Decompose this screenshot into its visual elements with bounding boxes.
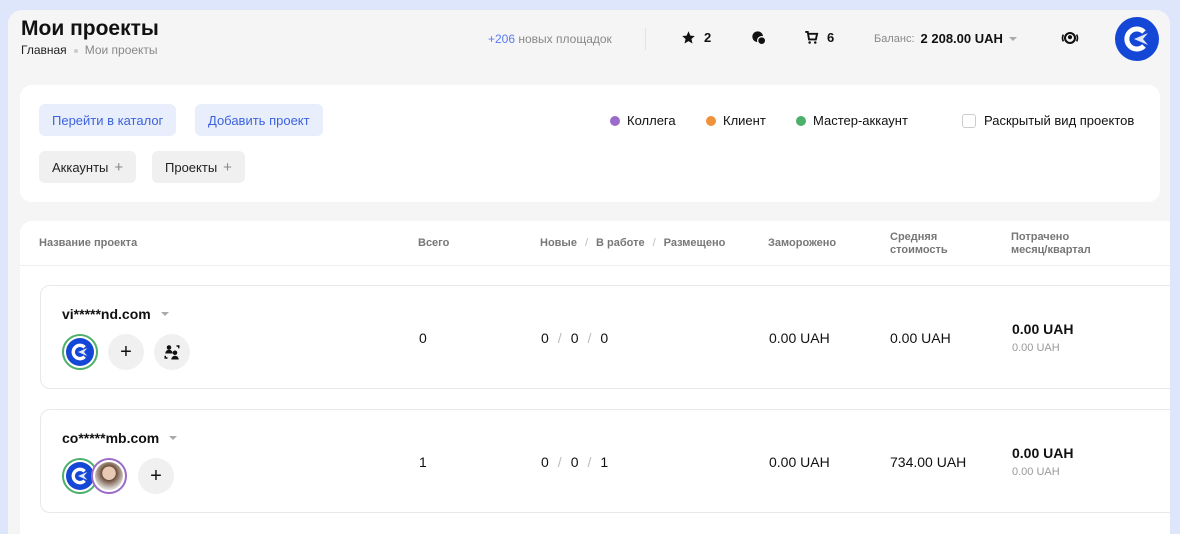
chevron-down-icon xyxy=(169,436,178,440)
add-member-button[interactable]: + xyxy=(108,334,144,370)
user-swap-icon xyxy=(164,345,180,360)
add-project-button[interactable]: Добавить проект xyxy=(195,104,323,136)
divider xyxy=(20,265,1170,266)
projects-table: Название проекта Всего Новые / В работе / Ра… xyxy=(20,221,1170,534)
logo-icon xyxy=(1124,26,1148,52)
legend-master-account: Мастер-аккаунт xyxy=(796,113,908,128)
cart-button[interactable]: 6 xyxy=(804,30,834,45)
project-domain[interactable]: co*****mb.com xyxy=(62,430,178,446)
frozen-value: 0.00 UAH xyxy=(769,330,830,346)
user-avatar[interactable] xyxy=(1115,17,1159,61)
expanded-view-checkbox[interactable]: Раскрытый вид проектов xyxy=(962,113,1134,128)
balance-dropdown[interactable]: Баланс: 2 208.00 UAH xyxy=(874,31,1017,46)
spent-value: 0.00 UAH 0.00 UAH xyxy=(1012,445,1074,478)
col-name[interactable]: Название проекта xyxy=(39,237,138,249)
breadcrumb-home[interactable]: Главная xyxy=(21,43,67,57)
accounts-filter-button[interactable]: Аккаунты + xyxy=(39,151,137,183)
breadcrumb: Главная Мои проекты xyxy=(21,43,158,57)
plus-icon: + xyxy=(114,158,124,176)
catalog-button[interactable]: Перейти в каталог xyxy=(39,104,177,136)
plus-icon: + xyxy=(120,340,132,363)
total-value: 0 xyxy=(419,330,427,346)
plus-icon: + xyxy=(223,158,232,176)
col-avg-cost[interactable]: Средняя стоимость xyxy=(890,231,948,256)
status-values: 0/0/1 xyxy=(541,454,609,470)
logo-icon xyxy=(71,343,88,361)
chat-button[interactable] xyxy=(751,30,767,46)
table-row[interactable]: co*****mb.com + 1 0/0/1 0.00 UAH 734.00 … xyxy=(40,409,1170,513)
avg-cost-value: 0.00 UAH xyxy=(890,330,951,346)
breadcrumb-current: Мои проекты xyxy=(84,43,158,57)
filter-panel: Перейти в каталог Добавить проект Аккаун… xyxy=(20,85,1160,202)
col-status: Новые / В работе / Размещено xyxy=(540,237,726,249)
page-title: Мои проекты xyxy=(21,17,159,40)
avg-cost-value: 734.00 UAH xyxy=(890,454,967,470)
total-value: 1 xyxy=(419,454,427,470)
spent-value: 0.00 UAH 0.00 UAH xyxy=(1012,321,1074,354)
chevron-down-icon xyxy=(1008,36,1017,41)
cart-icon xyxy=(805,30,819,44)
favorites-button[interactable]: 2 xyxy=(681,30,711,45)
logo-icon xyxy=(71,467,88,485)
col-total[interactable]: Всего xyxy=(418,237,450,249)
master-account-avatar[interactable] xyxy=(62,334,98,370)
legend-client: Клиент xyxy=(706,113,766,128)
status-values: 0/0/0 xyxy=(541,330,609,346)
checkbox[interactable] xyxy=(962,113,976,128)
add-member-button[interactable]: + xyxy=(138,458,174,494)
app-frame: Мои проекты Главная Мои проекты +206 новы… xyxy=(8,10,1170,534)
col-frozen[interactable]: Заморожено xyxy=(768,237,837,249)
frozen-value: 0.00 UAH xyxy=(769,454,830,470)
new-sites-link[interactable]: +206 новых площадок xyxy=(488,32,612,46)
legend-colleague: Коллега xyxy=(610,113,676,128)
chevron-down-icon xyxy=(160,312,169,316)
support-icon[interactable] xyxy=(1060,28,1080,53)
projects-filter-button[interactable]: Проекты + xyxy=(152,151,245,183)
star-icon xyxy=(682,31,695,44)
project-domain[interactable]: vi*****nd.com xyxy=(62,306,169,322)
table-row[interactable]: vi*****nd.com + 0 0/0/0 0.00 UAH 0.00 UA… xyxy=(40,285,1170,389)
transfer-project-button[interactable] xyxy=(154,334,190,370)
plus-icon: + xyxy=(150,464,162,487)
chat-icon xyxy=(752,31,767,46)
divider xyxy=(645,28,646,50)
colleague-avatar[interactable] xyxy=(91,458,127,494)
col-spent[interactable]: Потрачено месяц/квартал xyxy=(1011,231,1091,256)
